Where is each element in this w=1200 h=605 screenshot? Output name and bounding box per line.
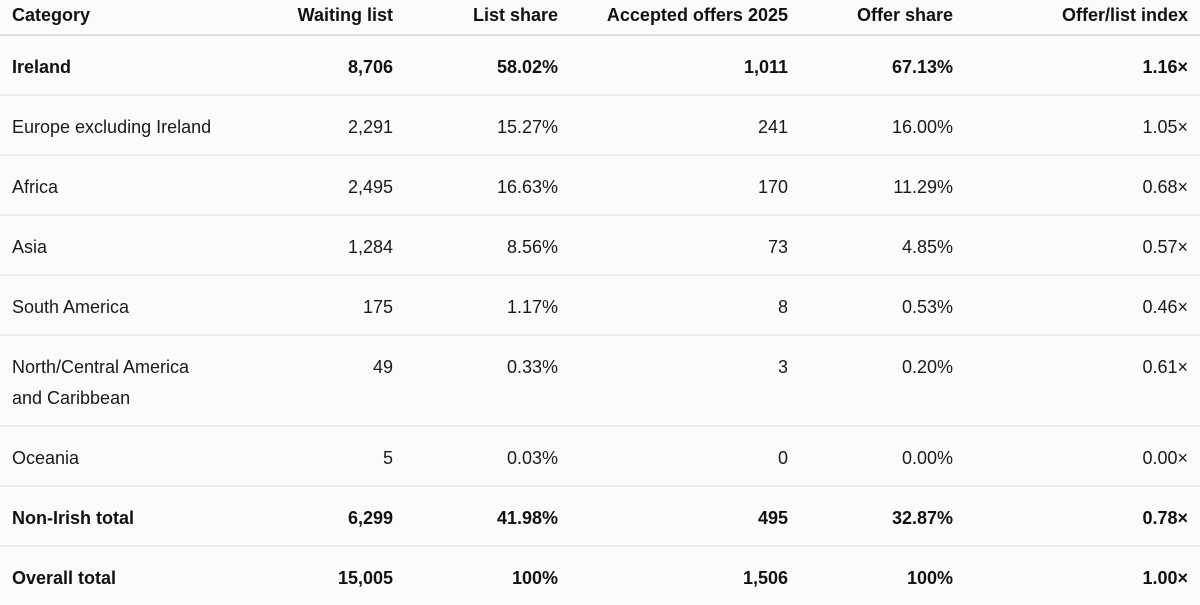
header-offer-list-index[interactable]: Offer/list index bbox=[965, 0, 1200, 36]
cell-category: Overall total bbox=[12, 568, 117, 588]
cell-waiting-list: 1,284 bbox=[234, 215, 405, 276]
cell-waiting-list: 6,299 bbox=[234, 486, 405, 547]
header-accepted-offers[interactable]: Accepted offers 2025 bbox=[570, 0, 800, 36]
cell-offer-share: 100% bbox=[906, 568, 953, 588]
cell-waiting-list: 15,005 bbox=[337, 568, 393, 588]
cell-list-share: 58.02% bbox=[405, 35, 570, 96]
cell-offer-list-index: 1.16× bbox=[965, 35, 1200, 96]
cell-waiting-list: 2,291 bbox=[234, 95, 405, 156]
cell-accepted-offers: 73 bbox=[570, 215, 800, 276]
header-waiting-list[interactable]: Waiting list bbox=[234, 0, 405, 36]
cell-waiting-list: 8,706 bbox=[234, 35, 405, 96]
table-row: Europe excluding Ireland 2,291 15.27% 24… bbox=[0, 95, 1200, 156]
cell-offer-list-index: 0.46× bbox=[965, 275, 1200, 336]
table-row: Ireland 8,706 58.02% 1,011 67.13% 1.16× bbox=[0, 35, 1200, 96]
cell-offer-list-index: 0.78× bbox=[965, 486, 1200, 547]
cell-offer-share: 0.53% bbox=[800, 275, 965, 336]
cell-accepted-offers: 3 bbox=[570, 335, 800, 427]
cell-offer-list-index: 1.00× bbox=[1142, 568, 1188, 588]
cell-category: Europe excluding Ireland bbox=[0, 95, 234, 156]
cell-accepted-offers: 1,506 bbox=[742, 568, 788, 588]
cell-offer-share: 32.87% bbox=[800, 486, 965, 547]
cell-offer-share: 0.00% bbox=[800, 426, 965, 487]
cell-offer-share: 67.13% bbox=[800, 35, 965, 96]
cell-offer-list-index: 0.68× bbox=[965, 155, 1200, 216]
table-row: Africa 2,495 16.63% 170 11.29% 0.68× bbox=[0, 155, 1200, 216]
cell-waiting-list: 5 bbox=[234, 426, 405, 487]
cell-waiting-list: 2,495 bbox=[234, 155, 405, 216]
cell-list-share: 100% bbox=[511, 568, 558, 588]
cell-accepted-offers: 170 bbox=[570, 155, 800, 216]
table-row: Overall total 15,005 100% 1,506 100% 1.0… bbox=[0, 546, 1200, 605]
cell-list-share: 16.63% bbox=[405, 155, 570, 216]
cell-category: Asia bbox=[0, 215, 234, 276]
cell-accepted-offers: 8 bbox=[570, 275, 800, 336]
cell-offer-list-index: 1.05× bbox=[965, 95, 1200, 156]
cell-accepted-offers: 495 bbox=[570, 486, 800, 547]
cell-waiting-list: 49 bbox=[234, 335, 405, 427]
cell-offer-list-index: 0.61× bbox=[965, 335, 1200, 427]
header-offer-share[interactable]: Offer share bbox=[800, 0, 965, 36]
header-category[interactable]: Category bbox=[0, 0, 234, 36]
table-row: North/Central America and Caribbean 49 0… bbox=[0, 335, 1200, 427]
table-row: Non-Irish total 6,299 41.98% 495 32.87% … bbox=[0, 486, 1200, 547]
cell-offer-list-index: 0.57× bbox=[965, 215, 1200, 276]
table-row: South America 175 1.17% 8 0.53% 0.46× bbox=[0, 275, 1200, 336]
cell-category: South America bbox=[0, 275, 234, 336]
cell-waiting-list: 175 bbox=[234, 275, 405, 336]
table-row: Oceania 5 0.03% 0 0.00% 0.00× bbox=[0, 426, 1200, 487]
cell-list-share: 8.56% bbox=[405, 215, 570, 276]
cell-category: Non-Irish total bbox=[0, 486, 234, 547]
cell-list-share: 1.17% bbox=[405, 275, 570, 336]
cell-list-share: 15.27% bbox=[405, 95, 570, 156]
cell-accepted-offers: 241 bbox=[570, 95, 800, 156]
cell-offer-share: 11.29% bbox=[800, 155, 965, 216]
cell-category: Ireland bbox=[0, 35, 234, 96]
table-header-row: Category Waiting list List share Accepte… bbox=[0, 0, 1200, 36]
cell-list-share: 0.03% bbox=[405, 426, 570, 487]
cell-offer-share: 0.20% bbox=[800, 335, 965, 427]
cell-category: Oceania bbox=[0, 426, 234, 487]
cell-accepted-offers: 1,011 bbox=[570, 35, 800, 96]
table-row: Asia 1,284 8.56% 73 4.85% 0.57× bbox=[0, 215, 1200, 276]
cell-offer-share: 4.85% bbox=[800, 215, 965, 276]
cell-offer-list-index: 0.00× bbox=[965, 426, 1200, 487]
cell-accepted-offers: 0 bbox=[570, 426, 800, 487]
cell-list-share: 41.98% bbox=[405, 486, 570, 547]
cell-offer-share: 16.00% bbox=[800, 95, 965, 156]
cell-list-share: 0.33% bbox=[405, 335, 570, 427]
header-list-share[interactable]: List share bbox=[405, 0, 570, 36]
cell-category: Africa bbox=[0, 155, 234, 216]
cell-category: North/Central America and Caribbean bbox=[0, 335, 234, 427]
